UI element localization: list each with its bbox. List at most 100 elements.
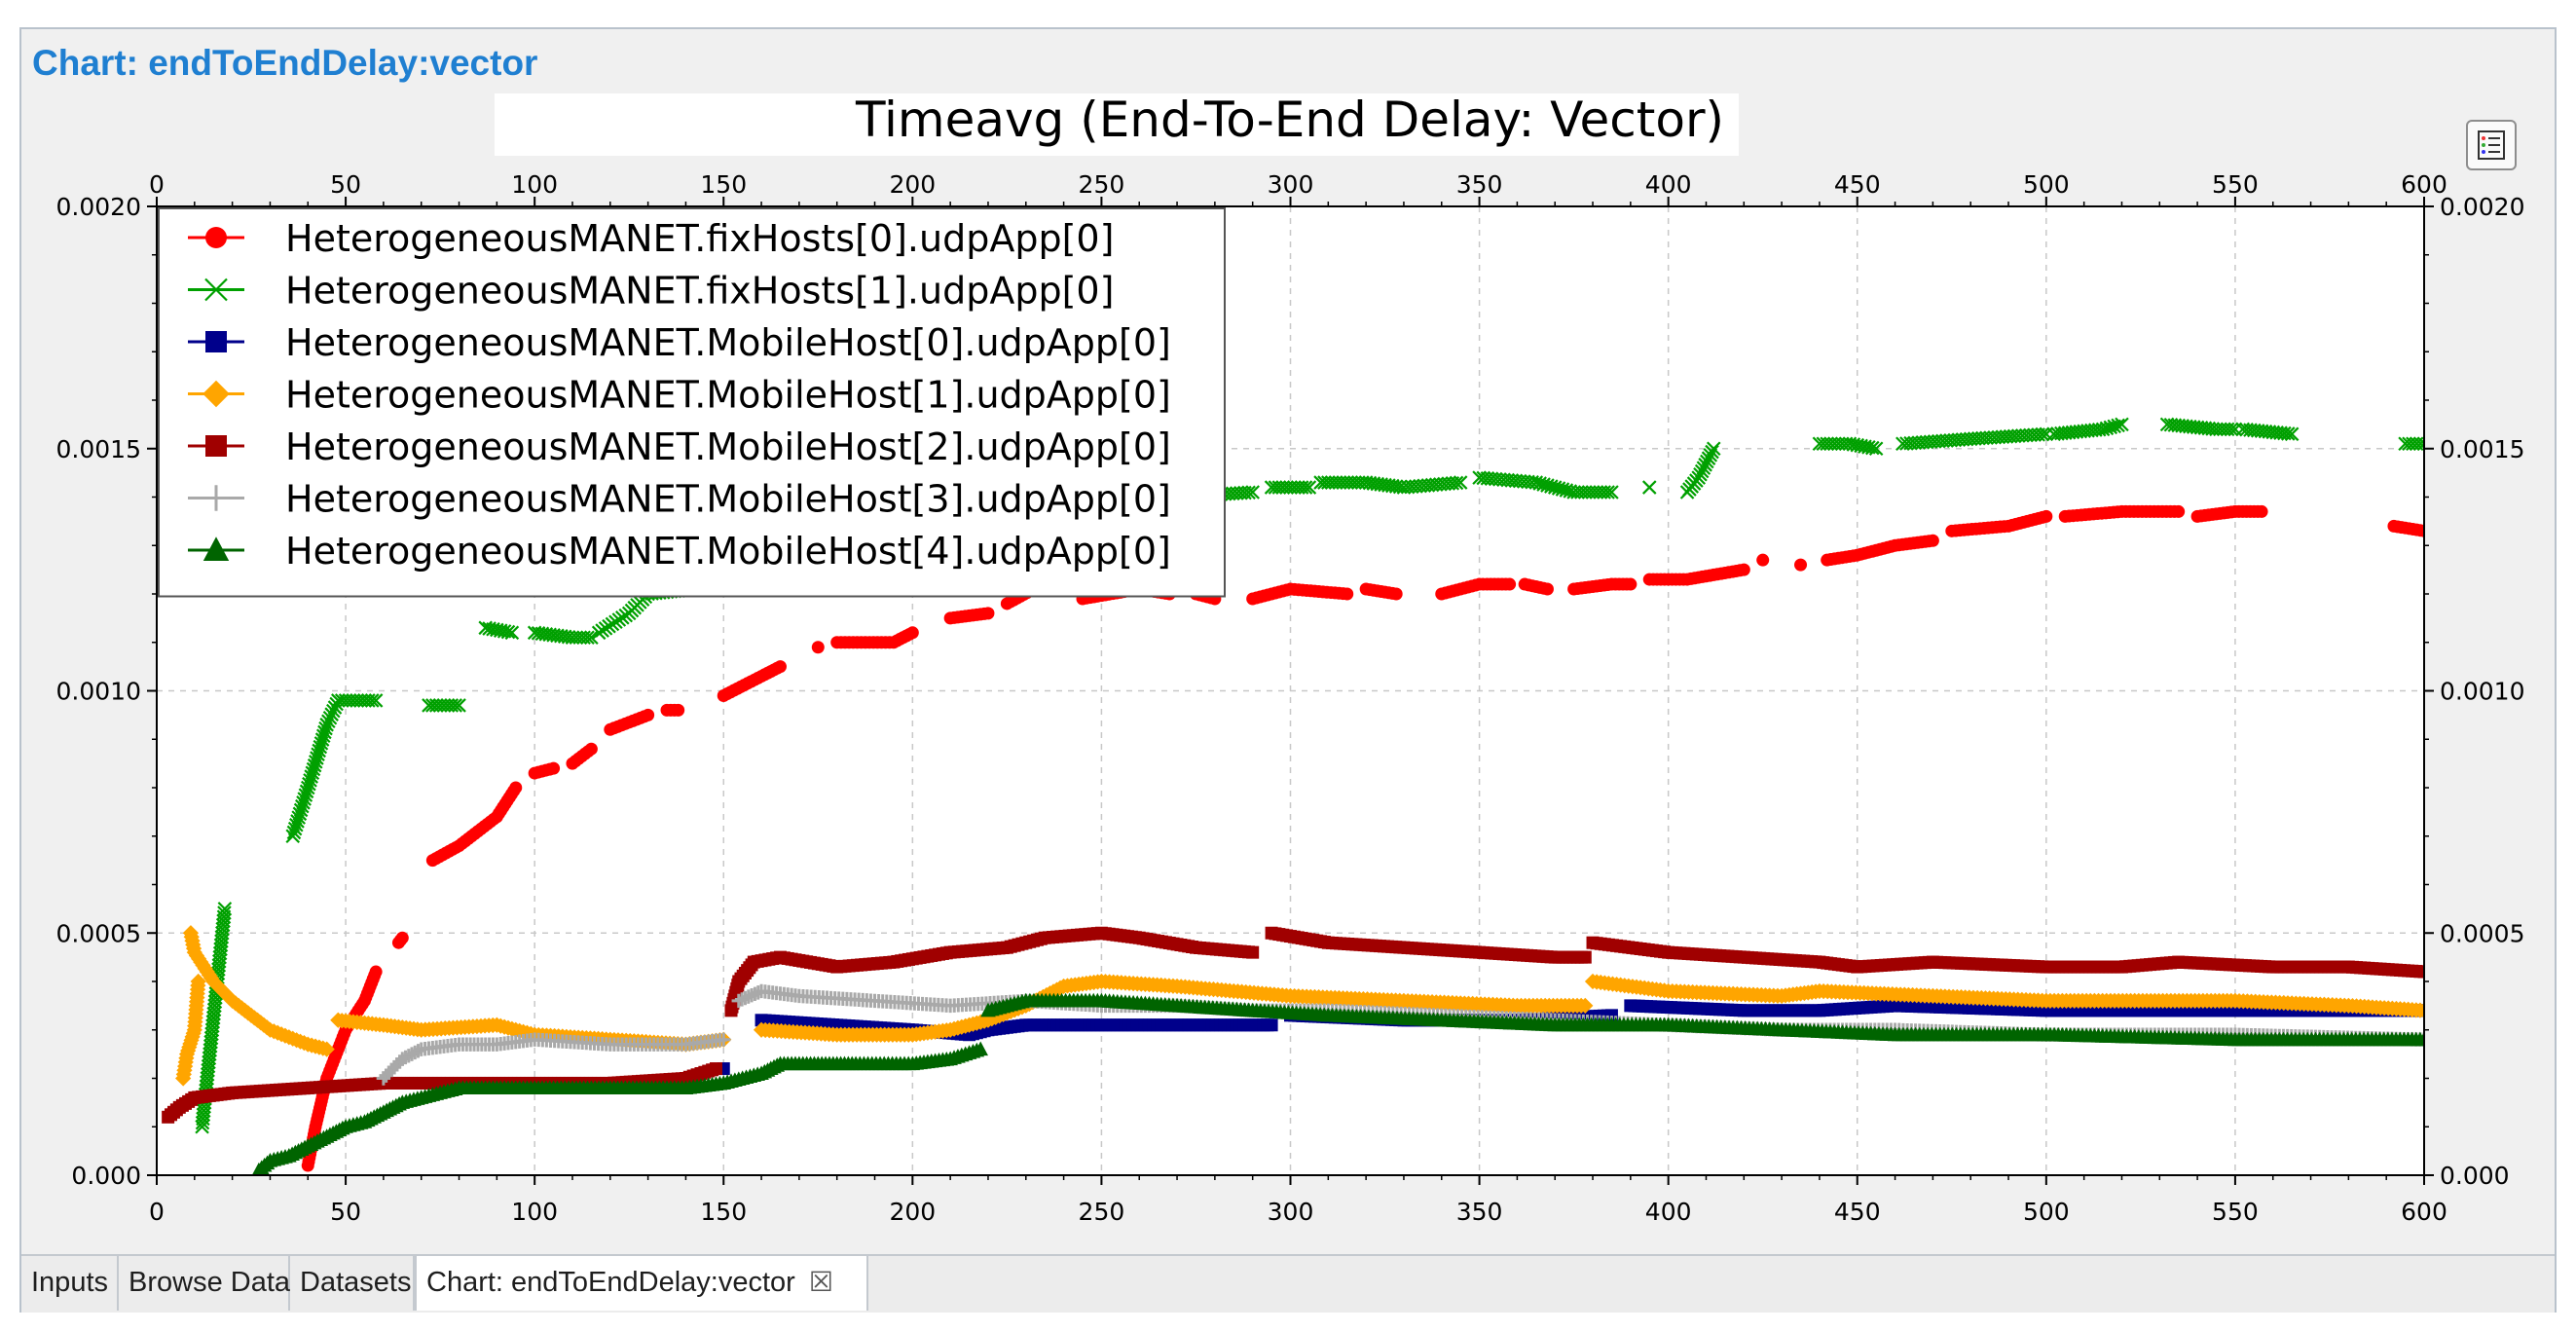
data-point — [709, 1062, 722, 1076]
data-point — [2415, 1002, 2424, 1018]
legend-marker — [202, 380, 230, 408]
data-point — [1302, 480, 1317, 495]
data-point — [1868, 441, 1884, 457]
y-tick-label-left: 0.000 — [71, 1162, 141, 1190]
legend-marker — [204, 277, 228, 302]
editor-tab-bar: Inputs Browse Data Datasets Chart: endTo… — [21, 1254, 2555, 1313]
series-3 — [175, 925, 2424, 1087]
data-point — [584, 742, 598, 756]
plot-frame — [156, 205, 2425, 1176]
data-point — [1865, 440, 1880, 456]
data-point — [717, 1032, 731, 1047]
y-tick-label-right: 0.0010 — [2440, 678, 2524, 706]
y-tick-label-left: 0.0015 — [56, 435, 141, 463]
tab-chart-end-to-end-delay[interactable]: Chart: endToEndDelay:vector ☒ — [415, 1256, 868, 1311]
data-point — [2115, 417, 2129, 432]
x-tick-label-top: 550 — [2212, 170, 2259, 199]
data-point — [1246, 945, 1260, 959]
series-6 — [251, 992, 2424, 1175]
y-tick-label-left: 0.0010 — [56, 678, 141, 706]
data-point — [672, 703, 685, 717]
x-tick-label-top: 250 — [1079, 170, 1125, 199]
data-point — [217, 906, 232, 920]
data-point — [364, 693, 380, 708]
legend-marker — [202, 485, 230, 511]
data-point — [190, 973, 206, 990]
data-point — [2255, 504, 2268, 518]
legend-label: HeterogeneousMANET.fixHosts[0].udpApp[0] — [285, 217, 1114, 260]
data-point — [642, 708, 655, 721]
close-icon[interactable]: ☒ — [808, 1267, 833, 1297]
editor-title: Chart: endToEndDelay:vector — [32, 43, 538, 83]
chart-title-bg — [495, 93, 1739, 156]
legend-label: HeterogeneousMANET.MobileHost[0].udpApp[… — [285, 321, 1171, 364]
x-tick-label-bottom: 400 — [1645, 1198, 1692, 1226]
data-point — [2416, 1031, 2424, 1047]
data-point — [1604, 485, 1619, 499]
chart-legend: HeterogeneousMANET.fixHosts[0].udpApp[0]… — [158, 207, 1226, 598]
data-point — [448, 698, 462, 713]
data-point — [1449, 475, 1464, 491]
data-point — [1241, 485, 1256, 500]
data-point — [1601, 485, 1615, 499]
data-point — [368, 693, 384, 708]
tab-datasets[interactable]: Datasets — [290, 1256, 415, 1311]
x-tick-label-bottom: 500 — [2023, 1198, 2070, 1226]
legend-label: HeterogeneousMANET.fixHosts[1].udpApp[0] — [285, 270, 1114, 313]
data-point — [1578, 950, 1592, 964]
data-point — [319, 718, 334, 732]
data-point — [322, 710, 338, 725]
data-point — [547, 761, 561, 775]
legend-toggle-button[interactable] — [2466, 120, 2517, 170]
legend-label: HeterogeneousMANET.MobileHost[4].udpApp[… — [285, 530, 1171, 573]
data-point — [2040, 509, 2053, 523]
tab-datasets-label: Datasets — [300, 1267, 412, 1298]
data-point — [1705, 444, 1719, 460]
data-point — [1245, 485, 1260, 499]
x-tick-label-bottom: 600 — [2401, 1198, 2447, 1226]
data-point — [395, 931, 409, 944]
data-point — [1756, 553, 1770, 567]
legend-marker — [202, 536, 230, 561]
data-point — [1737, 563, 1750, 576]
chart-title: Timeavg (End-To-End Delay: Vector) — [855, 92, 1724, 148]
data-point — [452, 698, 466, 713]
data-point — [321, 714, 336, 729]
data-point — [773, 660, 787, 674]
x-tick-label-bottom: 550 — [2212, 1198, 2259, 1226]
data-point — [1389, 587, 1403, 601]
data-point — [1341, 587, 1354, 601]
data-point — [1503, 577, 1517, 591]
data-point — [1794, 558, 1808, 572]
data-point — [2412, 436, 2424, 452]
x-tick-label-top: 0 — [149, 170, 165, 199]
data-point — [2284, 426, 2300, 442]
x-tick-label-bottom: 50 — [330, 1198, 361, 1226]
x-tick-label-top: 300 — [1268, 170, 1314, 199]
x-tick-label-bottom: 450 — [1834, 1198, 1881, 1226]
y-tick-label-left: 0.0020 — [56, 193, 141, 221]
data-layer — [162, 417, 2424, 1175]
tab-chart-label: Chart: endToEndDelay:vector — [426, 1267, 795, 1298]
x-tick-label-bottom: 150 — [700, 1198, 747, 1226]
data-point — [2416, 436, 2424, 452]
data-point — [1641, 480, 1657, 495]
data-point — [1265, 1018, 1278, 1032]
data-point — [1577, 997, 1594, 1014]
chart: Timeavg (End-To-End Delay: Vector) 0 0 50 5… — [56, 92, 2525, 1226]
data-point — [1453, 475, 1468, 490]
legend-label: HeterogeneousMANET.MobileHost[3].udpApp[… — [285, 478, 1171, 521]
x-tick-label-top: 50 — [330, 170, 361, 199]
data-point — [2224, 422, 2239, 437]
tab-browse-data-label: Browse Data — [129, 1267, 291, 1298]
data-point — [905, 626, 919, 640]
y-tick-label-right: 0.0015 — [2440, 435, 2524, 463]
list-icon — [2478, 130, 2505, 160]
tab-browse-data[interactable]: Browse Data — [119, 1256, 290, 1311]
legend-marker — [205, 331, 227, 352]
tab-inputs[interactable]: Inputs — [21, 1256, 119, 1311]
data-point — [2417, 965, 2424, 979]
data-point — [580, 630, 595, 646]
x-tick-label-top: 500 — [2023, 170, 2070, 199]
data-point — [1624, 577, 1638, 591]
